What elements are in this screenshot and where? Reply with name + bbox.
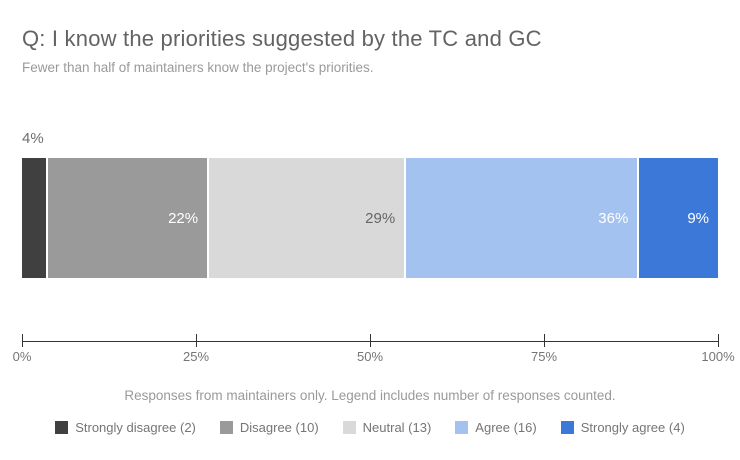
legend-swatch-neutral	[342, 421, 356, 434]
bar-segment-neutral: 29%	[209, 158, 405, 278]
chart-title: Q: I know the priorities suggested by th…	[22, 26, 542, 51]
legend-item-disagree: Disagree (10)	[219, 420, 319, 435]
legend-swatch-strongly-agree	[560, 421, 574, 434]
legend-label: Strongly agree (4)	[580, 420, 685, 435]
x-axis-tick	[22, 334, 23, 347]
bar-segment-agree: 36%	[406, 158, 638, 278]
bar-segment-strongly-disagree	[22, 158, 47, 278]
legend-item-strongly-agree: Strongly agree (4)	[560, 420, 685, 435]
legend-swatch-strongly-disagree	[55, 421, 69, 434]
legend-item-strongly-disagree: Strongly disagree (2)	[55, 420, 196, 435]
legend-label: Strongly disagree (2)	[75, 420, 196, 435]
segment-label-disagree: 22%	[168, 209, 199, 227]
x-axis-tick	[718, 334, 719, 347]
chart-subtitle: Fewer than half of maintainers know the …	[22, 60, 374, 75]
x-axis-tick-label: 100%	[701, 349, 735, 364]
legend-label: Neutral (13)	[362, 420, 432, 435]
segment-label-strongly-disagree: 4%	[22, 130, 44, 147]
x-axis-tick-label: 75%	[530, 349, 558, 364]
legend-label: Agree (16)	[475, 420, 537, 435]
x-axis-tick	[544, 334, 545, 347]
legend-swatch-agree	[455, 421, 469, 434]
legend: Strongly disagree (2) Disagree (10) Neut…	[0, 420, 740, 435]
legend-swatch-disagree	[219, 421, 233, 434]
bar-segment-strongly-agree: 9%	[639, 158, 718, 278]
stacked-bar: 22% 29% 36% 9%	[22, 158, 718, 278]
legend-item-agree: Agree (16)	[455, 420, 537, 435]
segment-label-agree: 36%	[598, 209, 629, 227]
chart-caption: Responses from maintainers only. Legend …	[124, 388, 616, 403]
x-axis-tick	[370, 334, 371, 347]
legend-label: Disagree (10)	[239, 420, 319, 435]
segment-label-neutral: 29%	[365, 209, 396, 227]
segment-label-strongly-agree: 9%	[687, 209, 709, 227]
legend-item-neutral: Neutral (13)	[342, 420, 432, 435]
x-axis-tick-label: 0%	[12, 349, 32, 364]
bar-segment-disagree: 22%	[48, 158, 208, 278]
x-axis-tick-label: 50%	[356, 349, 384, 364]
x-axis-tick-label: 25%	[182, 349, 210, 364]
x-axis-tick	[196, 334, 197, 347]
